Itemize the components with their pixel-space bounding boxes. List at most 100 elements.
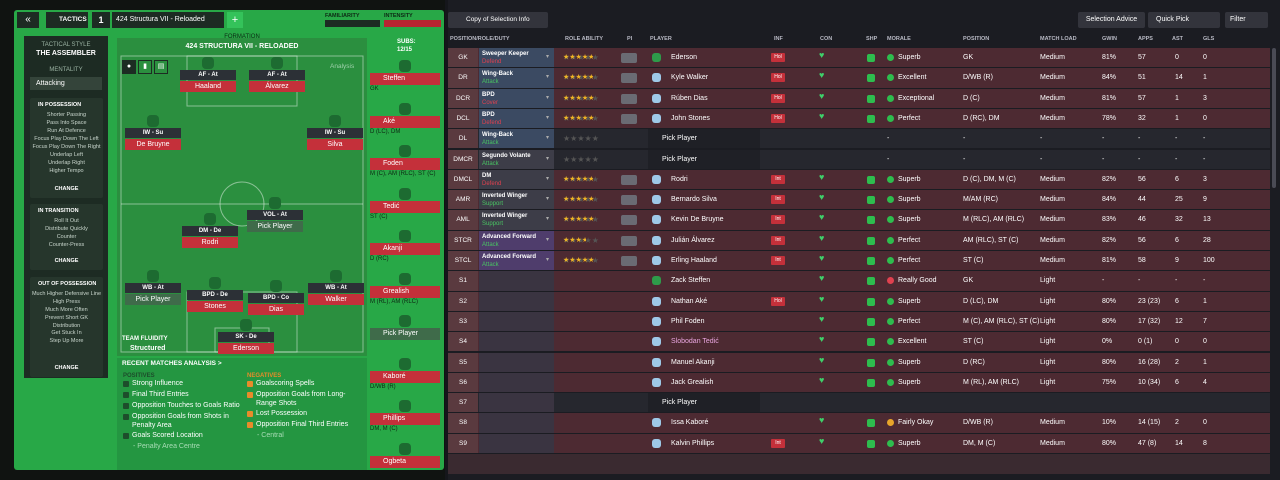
player-name-box[interactable]: Ederson	[218, 343, 274, 354]
column-header[interactable]: SHP	[866, 36, 878, 42]
table-row[interactable]	[448, 291, 1270, 311]
player-name[interactable]: Issa Kaboré	[671, 419, 709, 427]
bench-name[interactable]: Grealish	[370, 285, 440, 298]
column-header[interactable]: GWIN	[1102, 36, 1117, 42]
role-ability-fill: ★★★★★	[563, 216, 595, 224]
analysis-title[interactable]: RECENT MATCHES ANALYSIS >	[122, 360, 222, 367]
column-header[interactable]: POSITION/ROLE/DUTY	[450, 36, 510, 42]
player-name[interactable]: Rodri	[671, 175, 688, 183]
player-name[interactable]: Rúben Dias	[671, 94, 708, 102]
table-row[interactable]	[448, 169, 1270, 190]
slot-cell: DCL	[448, 108, 478, 129]
filter[interactable]: Filter	[1225, 12, 1268, 28]
column-header[interactable]: APPS	[1138, 36, 1153, 42]
role-ability: ★★★★★★★★★★	[563, 215, 601, 224]
column-header[interactable]: ROLE ABILITY	[565, 36, 603, 42]
player-name-box[interactable]: Rodri	[182, 237, 238, 248]
table-row[interactable]	[448, 413, 1270, 433]
bench-name[interactable]: Pick Player	[370, 328, 440, 340]
quick-pick[interactable]: Quick Pick	[1148, 12, 1220, 28]
match-load-cell: Light	[1040, 358, 1056, 366]
player-name-box[interactable]: De Bruyne	[125, 139, 181, 150]
back-button[interactable]: «	[17, 12, 39, 28]
player-name[interactable]: Kevin De Bruyne	[671, 216, 724, 224]
column-header[interactable]: AST	[1172, 36, 1183, 42]
view-button[interactable]: ●	[122, 60, 136, 74]
sharpness-icon	[867, 94, 875, 103]
column-header[interactable]: PLAYER	[650, 36, 672, 42]
player-name[interactable]: Erling Haaland	[671, 257, 717, 264]
bench-name[interactable]: Tedić	[370, 200, 440, 213]
bench-name[interactable]: Akanji	[370, 243, 440, 255]
tactic-dropdown[interactable]: 424 Structura VII - Reloaded	[112, 12, 224, 28]
table-row[interactable]	[448, 230, 1270, 250]
morale-icon	[887, 358, 894, 366]
player-name[interactable]: Ederson	[671, 54, 698, 61]
player-picker[interactable]: Pick Player	[648, 393, 760, 413]
table-row[interactable]	[448, 48, 1270, 68]
subs-count: 12/15	[397, 47, 413, 53]
change-button[interactable]: CHANGE	[54, 258, 79, 264]
slot-number[interactable]: 1	[92, 12, 110, 28]
table-row[interactable]	[448, 433, 1270, 453]
bench-name[interactable]: Kaboré	[370, 370, 440, 383]
column-header[interactable]: CON	[820, 36, 833, 42]
table-row[interactable]	[448, 311, 1270, 332]
player-name-box[interactable]: Dias	[248, 304, 304, 315]
sharpness-icon	[867, 277, 875, 286]
player-name[interactable]: Kyle Walker	[671, 74, 709, 82]
column-header[interactable]: INF	[774, 36, 783, 42]
player-name-box[interactable]: Haaland	[180, 81, 236, 92]
table-row[interactable]	[448, 251, 1270, 271]
player-name-box[interactable]: Stones	[187, 301, 243, 312]
view-button[interactable]: ▤	[154, 60, 168, 74]
column-header[interactable]: POSITION	[963, 36, 990, 42]
bench-name[interactable]: Foden	[370, 158, 440, 170]
player-name-box[interactable]: Pick Player	[247, 221, 303, 232]
mentality-dropdown[interactable]: Attacking	[30, 77, 102, 90]
player-name[interactable]: Phil Foden	[671, 317, 705, 325]
view-button[interactable]: ▮	[138, 60, 152, 74]
player-name[interactable]: Kalvin Phillips	[671, 439, 715, 447]
player-picker[interactable]: Pick Player	[648, 149, 760, 169]
table-row[interactable]	[448, 352, 1270, 372]
player-name-box[interactable]: Walker	[308, 294, 364, 305]
player-name-box[interactable]: Silva	[307, 139, 363, 150]
table-row[interactable]	[448, 68, 1270, 88]
player-name[interactable]: Julián Álvarez	[671, 236, 715, 244]
player-name[interactable]: Slobodan Tedić	[671, 338, 719, 346]
player-name[interactable]: Zack Steffen	[671, 277, 711, 285]
table-row[interactable]	[448, 210, 1270, 230]
column-header[interactable]: MATCH LOAD	[1040, 36, 1077, 42]
analysis-toggle[interactable]: Analysis	[330, 63, 355, 70]
selection-advice[interactable]: Selection Advice	[1078, 12, 1145, 28]
player-name[interactable]: Nathan Aké	[671, 297, 708, 305]
player-picker[interactable]: Pick Player	[648, 129, 760, 149]
player-name[interactable]: Bernardo Silva	[671, 196, 717, 204]
change-button[interactable]: CHANGE	[54, 186, 79, 192]
player-name[interactable]: John Stones	[671, 114, 710, 122]
table-row[interactable]	[448, 88, 1270, 108]
table-row[interactable]	[448, 372, 1270, 393]
view-dropdown[interactable]: Copy of Selection Info	[448, 12, 548, 28]
table-row[interactable]	[448, 332, 1270, 352]
player-name-box[interactable]: Álvarez	[249, 81, 305, 92]
formation-name[interactable]: 424 STRUCTURA VII - RELOADED	[185, 43, 299, 50]
table-row[interactable]	[448, 271, 1270, 291]
table-row[interactable]	[448, 393, 1270, 413]
table-row[interactable]	[448, 108, 1270, 129]
table-row[interactable]	[448, 190, 1270, 210]
player-name[interactable]: Manuel Akanji	[671, 358, 715, 366]
bench-name[interactable]: Aké	[370, 115, 440, 128]
bench-name[interactable]: Ogbeta	[370, 455, 440, 468]
player-name[interactable]: Jack Grealish	[671, 378, 714, 386]
column-header[interactable]: GLS	[1203, 36, 1215, 42]
bench-name[interactable]: Steffen	[370, 73, 440, 85]
add-tactic[interactable]: +	[227, 12, 243, 28]
change-button[interactable]: CHANGE	[54, 365, 79, 371]
player-name-box[interactable]: Pick Player	[125, 294, 181, 305]
bench-name[interactable]: Phillips	[370, 413, 440, 425]
column-header[interactable]: PI	[627, 36, 633, 42]
column-header[interactable]: MORALE	[887, 36, 911, 42]
tactics-tab[interactable]: TACTICS	[46, 12, 88, 28]
